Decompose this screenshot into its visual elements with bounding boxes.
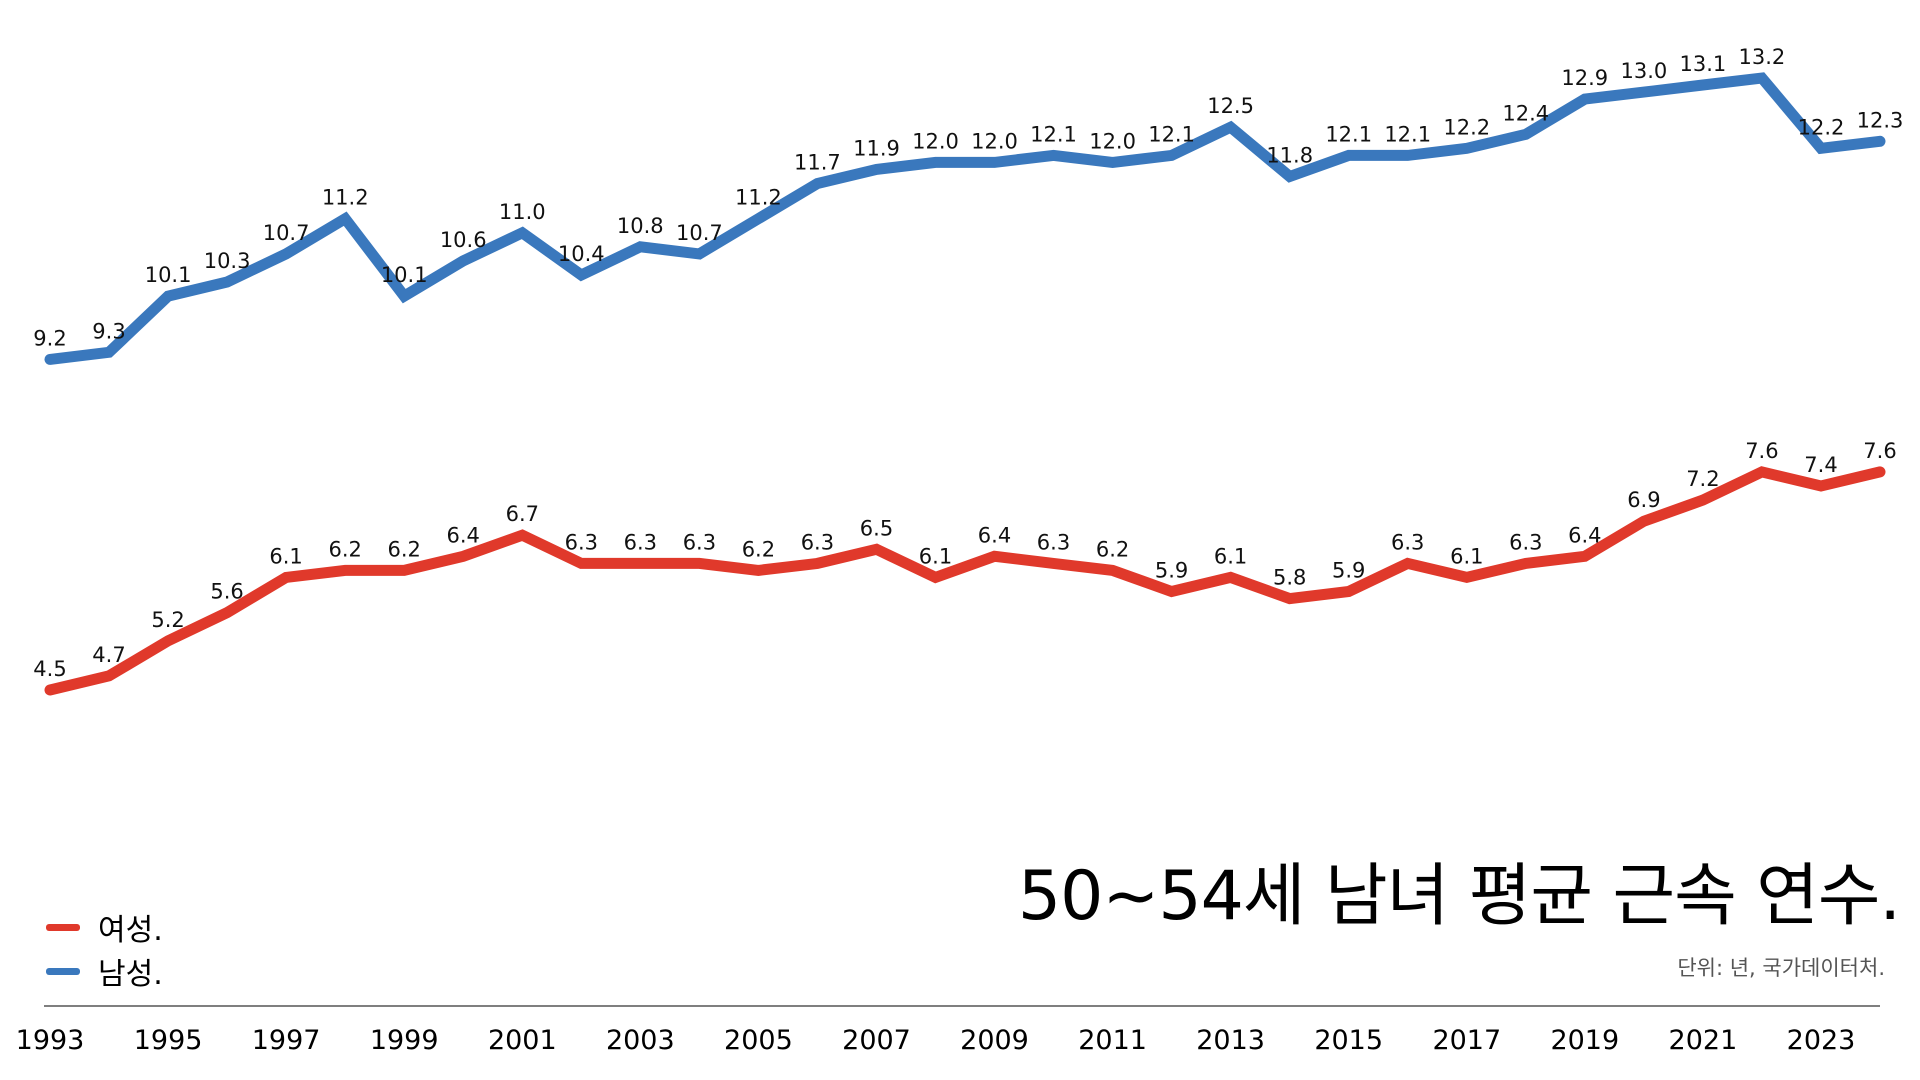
series-line-male	[44, 72, 1886, 365]
data-label-male-2019: 12.9	[1561, 66, 1608, 90]
chart-source-note: 단위: 년, 국가데이터처.	[1677, 956, 1885, 980]
x-tick-label-1997: 1997	[252, 1025, 321, 1056]
data-label-female-2020: 6.9	[1627, 488, 1660, 512]
data-label-female-2005: 6.2	[742, 537, 775, 561]
data-label-male-1993: 9.2	[33, 326, 66, 350]
chart-title: 50~54세 남녀 평균 근속 연수.	[1017, 857, 1901, 936]
data-label-female-2011: 6.2	[1096, 537, 1129, 561]
data-label-female-2019: 6.4	[1568, 523, 1601, 547]
data-label-male-2023: 12.2	[1798, 115, 1845, 139]
data-label-female-2014: 5.8	[1273, 566, 1306, 590]
data-label-male-1994: 9.3	[92, 319, 125, 343]
data-label-male-2004: 10.7	[676, 221, 723, 245]
x-tick-label-2001: 2001	[488, 1025, 557, 1056]
data-label-female-2013: 6.1	[1214, 544, 1247, 568]
data-label-male-2015: 12.1	[1325, 122, 1372, 146]
data-label-female-2004: 6.3	[683, 530, 716, 554]
data-label-female-1999: 6.2	[387, 537, 420, 561]
legend-swatch-male	[46, 967, 80, 975]
x-tick-label-2009: 2009	[960, 1025, 1029, 1056]
x-tick-label-1995: 1995	[134, 1025, 203, 1056]
data-label-male-2005: 11.2	[735, 186, 782, 210]
data-label-female-2007: 6.5	[860, 516, 893, 540]
x-tick-label-2021: 2021	[1669, 1025, 1738, 1056]
data-label-male-2022: 13.2	[1739, 45, 1786, 69]
legend-item-female: 여성.	[46, 905, 163, 949]
data-label-male-1995: 10.1	[145, 263, 192, 287]
data-label-male-2009: 12.0	[971, 129, 1018, 153]
x-tick-label-2023: 2023	[1787, 1025, 1856, 1056]
legend-label-male: 남성.	[98, 957, 163, 992]
x-tick-label-2015: 2015	[1314, 1025, 1383, 1056]
data-label-female-2003: 6.3	[624, 530, 657, 554]
legend: 여성. 남성.	[46, 905, 163, 993]
data-label-female-1993: 4.5	[33, 657, 66, 681]
data-label-male-2003: 10.8	[617, 214, 664, 238]
data-label-female-2023: 7.4	[1804, 453, 1837, 477]
data-label-female-2009: 6.4	[978, 523, 1011, 547]
data-label-female-2016: 6.3	[1391, 530, 1424, 554]
x-tick-label-2005: 2005	[724, 1025, 793, 1056]
x-tick-label-2017: 2017	[1432, 1025, 1501, 1056]
data-label-female-2021: 7.2	[1686, 467, 1719, 491]
data-label-male-2001: 11.0	[499, 200, 546, 224]
data-label-male-2008: 12.0	[912, 129, 959, 153]
data-label-male-2024: 12.3	[1857, 108, 1904, 132]
x-tick-label-2013: 2013	[1196, 1025, 1265, 1056]
data-label-male-1998: 11.2	[322, 186, 369, 210]
legend-item-male: 남성.	[46, 949, 163, 993]
legend-swatch-female	[46, 923, 80, 931]
data-label-male-2006: 11.7	[794, 151, 841, 175]
data-label-female-1996: 5.6	[210, 580, 243, 604]
data-label-female-2024: 7.6	[1863, 439, 1896, 463]
data-label-female-2012: 5.9	[1155, 559, 1188, 583]
x-tick-label-1999: 1999	[370, 1025, 439, 1056]
series-line-female	[44, 466, 1886, 696]
data-label-male-2017: 12.2	[1443, 115, 1490, 139]
data-label-male-2010: 12.1	[1030, 122, 1077, 146]
x-tick-label-2003: 2003	[606, 1025, 675, 1056]
data-label-female-2018: 6.3	[1509, 530, 1542, 554]
data-label-male-2018: 12.4	[1502, 101, 1549, 125]
data-label-female-2017: 6.1	[1450, 544, 1483, 568]
data-label-male-2020: 13.0	[1621, 59, 1668, 83]
data-label-female-2002: 6.3	[565, 530, 598, 554]
data-label-male-1999: 10.1	[381, 263, 428, 287]
legend-label-female: 여성.	[98, 913, 163, 948]
data-label-female-2015: 5.9	[1332, 559, 1365, 583]
data-label-male-1997: 10.7	[263, 221, 310, 245]
data-label-male-2007: 11.9	[853, 136, 900, 160]
x-tick-label-2011: 2011	[1078, 1025, 1147, 1056]
data-label-male-2021: 13.1	[1680, 52, 1727, 76]
x-tick-label-2007: 2007	[842, 1025, 911, 1056]
x-tick-label-1993: 1993	[16, 1025, 85, 1056]
data-label-female-2022: 7.6	[1745, 439, 1778, 463]
data-label-female-2006: 6.3	[801, 530, 834, 554]
data-label-female-2010: 6.3	[1037, 530, 1070, 554]
data-label-male-2014: 11.8	[1266, 144, 1313, 168]
data-label-male-2000: 10.6	[440, 228, 487, 252]
data-label-female-2008: 6.1	[919, 544, 952, 568]
data-label-male-2002: 10.4	[558, 242, 605, 266]
data-label-male-2016: 12.1	[1384, 122, 1431, 146]
data-label-male-2011: 12.0	[1089, 129, 1136, 153]
data-label-female-1994: 4.7	[92, 643, 125, 667]
data-label-female-1997: 6.1	[269, 544, 302, 568]
data-label-female-2000: 6.4	[446, 523, 479, 547]
data-label-female-1998: 6.2	[328, 537, 361, 561]
data-label-male-2013: 12.5	[1207, 94, 1254, 118]
data-label-male-1996: 10.3	[204, 249, 251, 273]
x-tick-label-2019: 2019	[1550, 1025, 1619, 1056]
data-label-male-2012: 12.1	[1148, 122, 1195, 146]
data-label-female-1995: 5.2	[151, 608, 184, 632]
data-label-female-2001: 6.7	[506, 502, 539, 526]
